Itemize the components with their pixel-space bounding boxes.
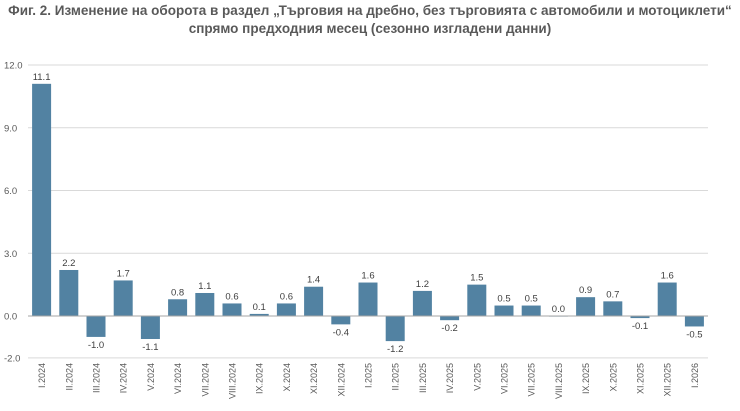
data-label: 0.7: [606, 289, 619, 300]
bar: [249, 313, 269, 316]
x-tick-label: XI.2024: [309, 363, 319, 394]
x-tick-label: IV.2025: [445, 363, 455, 393]
bar: [576, 297, 596, 316]
bar: [32, 83, 52, 316]
x-tick-label: IX.2025: [581, 363, 591, 394]
chart-title-line-2: спрямо предходния месец (сезонно изгладе…: [188, 21, 552, 36]
data-label: 1.1: [198, 281, 211, 292]
data-label: -0.2: [441, 323, 457, 334]
x-tick-label: XI.2025: [636, 363, 646, 394]
data-label: -1.1: [142, 342, 158, 353]
data-label: -1.2: [387, 344, 403, 355]
data-label: 0.5: [497, 294, 510, 305]
x-tick-label: XII.2024: [336, 363, 346, 397]
x-tick-label: I.2024: [37, 363, 47, 388]
x-tick-label: V.2025: [472, 363, 482, 391]
data-label: 0.6: [225, 291, 238, 302]
bar: [59, 269, 79, 316]
y-tick-label: 6.0: [4, 186, 17, 197]
data-label: 1.4: [307, 275, 320, 286]
data-label: -1.0: [88, 340, 104, 351]
x-tick-label: XII.2025: [663, 363, 673, 397]
bar: [86, 316, 106, 337]
bar: [494, 305, 514, 316]
x-axis: I.2024 II.2024 III.2024 IV.2024 V.2024 VI.202…: [37, 363, 700, 399]
bar: [385, 316, 405, 342]
x-tick-label: IX.2024: [255, 363, 265, 394]
bar: [467, 284, 487, 316]
bar: [603, 301, 623, 316]
y-tick-label: 12.0: [4, 61, 23, 72]
bar: [521, 305, 541, 316]
data-label: -0.5: [686, 329, 702, 340]
data-label: 0.5: [525, 294, 538, 305]
y-tick-label: -2.0: [4, 353, 20, 364]
x-tick-label: VI.2024: [173, 363, 183, 394]
data-label: 1.6: [661, 271, 674, 282]
x-tick-label: I.2025: [364, 363, 374, 388]
data-label: -0.1: [632, 321, 648, 332]
x-tick-label: V.2024: [146, 363, 156, 391]
data-label: 1.5: [470, 273, 483, 284]
y-axis: 12.0 9.0 6.0 3.0 0.0 -2.0: [4, 61, 23, 365]
data-label: 0.1: [253, 302, 266, 313]
chart-title: Фиг. 2. Изменение на оборота в раздел „Т…: [0, 2, 740, 38]
bars: [32, 83, 704, 342]
x-tick-label: VIII.2025: [554, 363, 564, 399]
x-tick-label: VII.2024: [200, 363, 210, 397]
data-label: 11.1: [33, 72, 51, 83]
data-label: -0.4: [333, 327, 349, 338]
bar: [331, 316, 351, 325]
bar: [168, 299, 188, 316]
chart-title-line-1: Фиг. 2. Изменение на оборота в раздел „Т…: [8, 3, 732, 18]
bar: [440, 316, 460, 321]
x-tick-label: X.2024: [282, 363, 292, 392]
bar: [684, 316, 704, 327]
data-label: 1.7: [117, 268, 130, 279]
data-label: 1.2: [416, 279, 429, 290]
bar: [113, 280, 133, 316]
bar: [412, 290, 432, 316]
x-tick-label: III.2024: [92, 363, 102, 393]
bar: [630, 316, 650, 319]
x-tick-label: VI.2025: [500, 363, 510, 394]
bar: [222, 303, 242, 316]
x-tick-label: I.2026: [690, 363, 700, 388]
data-label: 0.9: [579, 285, 592, 296]
data-labels: 11.1 2.2 -1.0 1.7 -1.1 0.8 1.1 0.6 0.1 0.6 1.4 -0.4…: [33, 72, 703, 355]
y-tick-label: 0.0: [4, 312, 17, 323]
data-label: 1.6: [361, 271, 374, 282]
data-label: 0.6: [280, 291, 293, 302]
x-tick-label: X.2025: [608, 363, 618, 392]
x-tick-label: VII.2025: [527, 363, 537, 397]
x-tick-label: VIII.2024: [228, 363, 238, 399]
bar: [140, 316, 160, 340]
bar: [304, 286, 324, 316]
bar: [657, 282, 677, 316]
bar: [195, 292, 215, 316]
x-tick-label: II.2024: [64, 363, 74, 391]
data-label: 2.2: [62, 258, 75, 269]
x-tick-label: III.2025: [418, 363, 428, 393]
bar: [358, 282, 378, 316]
x-tick-label: II.2025: [391, 363, 401, 391]
y-tick-label: 3.0: [4, 249, 17, 260]
data-label: 0.0: [552, 304, 565, 315]
y-tick-label: 9.0: [4, 123, 17, 134]
x-tick-label: IV.2024: [119, 363, 129, 393]
data-label: 0.8: [171, 287, 184, 298]
bar: [276, 303, 296, 316]
gridlines: [28, 64, 708, 359]
